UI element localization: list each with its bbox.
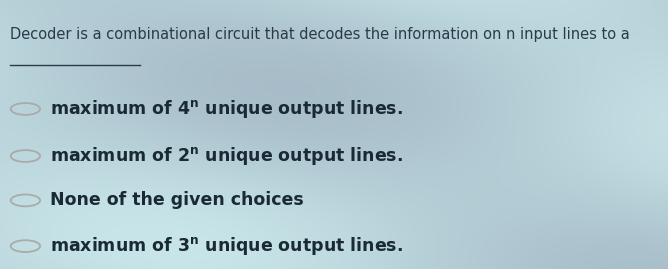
Text: maximum of 4$^{\mathbf{n}}$ unique output lines.: maximum of 4$^{\mathbf{n}}$ unique outpu… [50, 98, 403, 120]
Text: None of the given choices: None of the given choices [50, 192, 304, 209]
Text: maximum of 3$^{\mathbf{n}}$ unique output lines.: maximum of 3$^{\mathbf{n}}$ unique outpu… [50, 235, 403, 257]
Text: Decoder is a combinational circuit that decodes the information on n input lines: Decoder is a combinational circuit that … [10, 27, 630, 42]
Text: maximum of 2$^{\mathbf{n}}$ unique output lines.: maximum of 2$^{\mathbf{n}}$ unique outpu… [50, 145, 403, 167]
